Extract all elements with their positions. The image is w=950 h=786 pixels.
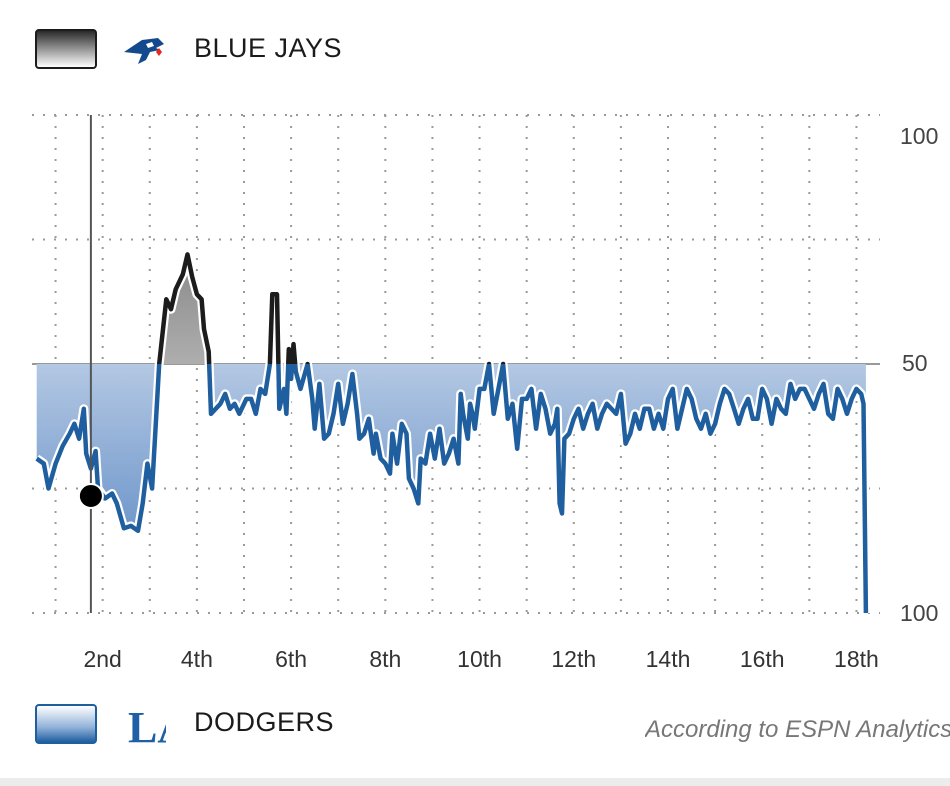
dodgers-area — [36, 364, 866, 613]
top-team-swatch — [35, 29, 97, 69]
bottom-team-name: DODGERS — [194, 707, 335, 737]
bottom-team-swatch — [35, 704, 97, 744]
y-label-bottom: 100 — [900, 600, 939, 626]
dodgers-logo-icon: LA — [128, 703, 166, 748]
x-tick-label: 4th — [180, 646, 213, 672]
x-tick-label: 8th — [369, 646, 402, 672]
x-tick-label: 14th — [645, 646, 691, 672]
current-play-dot — [77, 483, 104, 509]
x-tick-label: 16th — [739, 646, 785, 672]
y-label-mid: 50 — [902, 350, 928, 376]
footer-divider — [0, 778, 950, 786]
x-tick-label: 6th — [275, 646, 308, 672]
blue-jays-logo-icon — [124, 38, 164, 64]
x-tick-label: 12th — [551, 646, 597, 672]
top-team-name: BLUE JAYS — [194, 33, 343, 63]
dodgers-line — [35, 364, 869, 614]
svg-text:LA: LA — [128, 703, 166, 748]
x-tick-label: 2nd — [83, 646, 122, 672]
analytics-note: According to ESPN Analytics — [645, 716, 950, 743]
x-tick-label: 18th — [834, 646, 879, 672]
x-tick-label: 10th — [457, 646, 502, 672]
blue-jays-line — [156, 252, 506, 364]
y-label-top: 100 — [900, 123, 939, 149]
